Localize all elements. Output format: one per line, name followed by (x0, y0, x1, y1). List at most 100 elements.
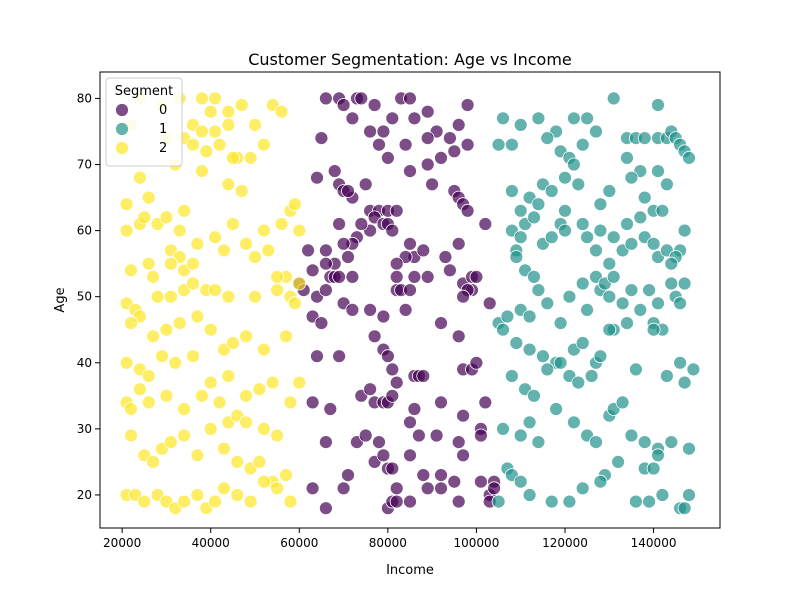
data-point (239, 329, 254, 344)
data-point (389, 481, 404, 496)
data-point (527, 269, 541, 284)
data-point (504, 137, 519, 152)
data-point (420, 104, 435, 119)
series-2 (119, 91, 307, 516)
data-point (274, 217, 289, 231)
data-point (620, 150, 634, 165)
data-point (398, 302, 413, 317)
data-point (327, 164, 342, 179)
legend-marker (115, 103, 129, 117)
data-point (664, 435, 679, 450)
data-point (522, 309, 537, 324)
data-point (248, 250, 262, 264)
data-point (186, 276, 200, 291)
data-point (341, 250, 355, 264)
data-point (261, 243, 276, 258)
data-point (234, 98, 249, 112)
data-point (606, 91, 621, 106)
data-point (239, 415, 254, 430)
data-point (336, 98, 351, 112)
data-point (221, 104, 236, 119)
data-point (177, 428, 192, 443)
data-point (225, 217, 240, 231)
data-point (159, 322, 174, 337)
legend-entry: 0 (115, 103, 167, 118)
data-point (487, 481, 502, 496)
data-point (124, 402, 138, 416)
data-point (150, 289, 165, 304)
data-point (651, 448, 665, 463)
data-point (367, 329, 382, 344)
data-point (540, 296, 555, 311)
data-point (389, 375, 404, 390)
data-point (403, 494, 417, 509)
data-point (403, 236, 417, 251)
y-tick-label: 40 (77, 356, 92, 370)
data-point (629, 494, 643, 509)
data-point (203, 375, 218, 390)
data-point (155, 349, 169, 364)
data-point (332, 269, 347, 284)
data-point (203, 322, 218, 337)
data-point (380, 349, 395, 364)
data-point (553, 316, 568, 331)
data-point (660, 177, 674, 192)
data-point (208, 124, 223, 139)
data-point (256, 223, 271, 238)
data-point (230, 488, 245, 502)
data-point (434, 150, 448, 165)
data-point (221, 118, 236, 132)
data-point (531, 283, 546, 298)
data-point (540, 131, 555, 146)
data-point (380, 150, 395, 165)
data-point (513, 118, 528, 132)
data-point (575, 276, 590, 291)
data-point (651, 296, 665, 311)
data-point (451, 329, 466, 344)
data-point (580, 230, 594, 245)
data-point (416, 243, 431, 258)
data-point (318, 256, 333, 271)
data-point (451, 435, 466, 450)
data-point (442, 131, 457, 146)
data-point (318, 243, 333, 258)
y-tick-label: 60 (77, 224, 92, 238)
data-point (194, 91, 209, 106)
data-point (558, 170, 572, 185)
data-point (482, 296, 497, 311)
data-point (389, 269, 404, 284)
data-point (186, 137, 200, 152)
data-point (429, 428, 444, 443)
data-point (376, 309, 391, 324)
data-point (589, 243, 603, 258)
data-point (146, 329, 161, 344)
data-point (531, 111, 546, 126)
data-point (372, 435, 386, 450)
data-point (270, 283, 285, 298)
data-point (580, 111, 594, 126)
data-point (460, 137, 475, 152)
data-point (283, 395, 298, 410)
data-point (336, 481, 351, 496)
data-point (345, 302, 360, 317)
data-point (137, 494, 152, 509)
data-point (287, 296, 302, 311)
data-point (562, 289, 577, 304)
data-point (385, 388, 400, 403)
data-point (522, 488, 537, 502)
data-point (624, 236, 639, 251)
data-point (509, 250, 524, 264)
data-point (194, 124, 209, 139)
data-point (190, 448, 205, 463)
data-point (460, 98, 475, 112)
data-point (265, 375, 280, 390)
data-point (460, 203, 475, 218)
data-point (186, 256, 200, 271)
data-point (318, 435, 333, 450)
data-point (682, 441, 696, 456)
data-point (274, 104, 289, 119)
x-tick-label: 40000 (192, 536, 230, 550)
data-point (420, 157, 435, 172)
data-point (602, 256, 617, 271)
data-point (571, 375, 586, 390)
